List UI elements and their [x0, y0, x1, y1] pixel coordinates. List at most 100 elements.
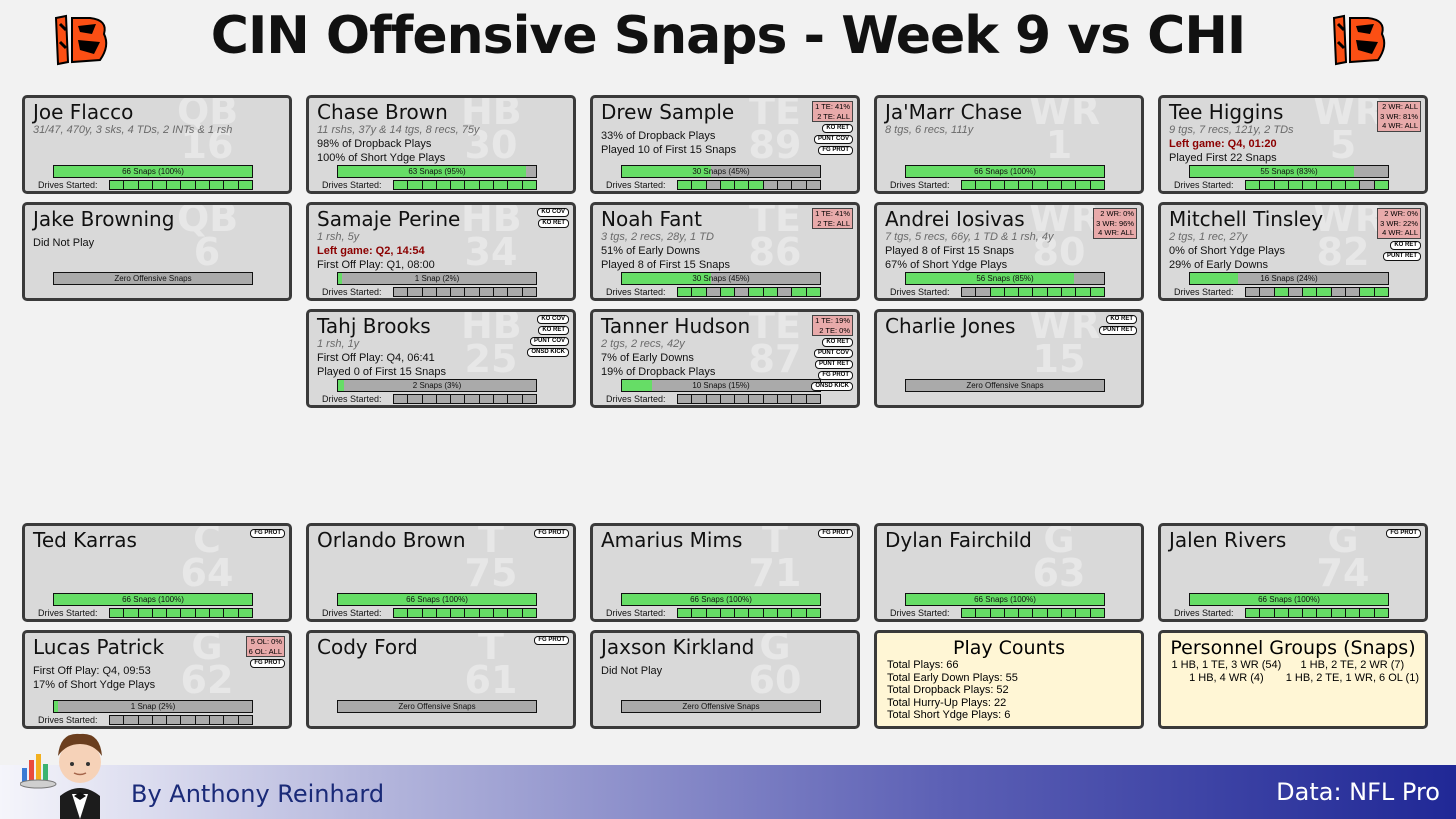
- snap-bar-fill: [1190, 594, 1388, 605]
- tags-column: 2 WR: 0% 3 WR: 96% 4 WR: ALL: [1093, 208, 1137, 239]
- position-label: WR: [1313, 95, 1385, 133]
- special-teams-chip: FG PROT: [534, 636, 569, 645]
- drive-segment: [479, 395, 495, 403]
- drive-segment: [195, 609, 211, 617]
- drive-segment: [806, 609, 820, 617]
- player-name: Joe Flacco: [33, 100, 134, 124]
- card-detail-line: 1 rsh, 5y: [317, 231, 360, 243]
- drives-started-strip: [677, 180, 821, 190]
- jersey-number: 89: [748, 123, 802, 167]
- player-card: T 61 Cody Ford Zero Offensive Snaps FG PROT: [306, 630, 576, 729]
- drive-segment: [408, 288, 423, 296]
- drive-segment: [778, 288, 793, 296]
- drive-segment: [1033, 609, 1048, 617]
- special-teams-chip: KO RET: [538, 219, 569, 228]
- drive-segment: [692, 181, 707, 189]
- drives-started-label: Drives Started:: [606, 287, 666, 297]
- drives-started-strip: [677, 608, 821, 618]
- drive-segment: [508, 609, 523, 617]
- player-card: WR 5 Tee Higgins 9 tgs, 7 recs, 121y, 2 TDs…: [1158, 95, 1428, 194]
- tags-column: 1 TE: 41% 2 TE: ALL: [812, 208, 853, 229]
- position-watermark: T 61: [461, 633, 521, 699]
- drive-segment: [976, 181, 991, 189]
- drive-segment: [720, 181, 736, 189]
- jersey-number: 74: [1316, 551, 1370, 595]
- drive-segment: [522, 288, 536, 296]
- drives-started-strip: [109, 608, 253, 618]
- position-watermark: WR 5: [1313, 95, 1385, 167]
- drive-segment: [1062, 609, 1077, 617]
- card-detail-line: 29% of Early Downs: [1169, 259, 1269, 271]
- special-teams-chip: FG PROT: [818, 146, 853, 155]
- drives-started-label: Drives Started:: [38, 608, 98, 618]
- drive-segment: [962, 288, 977, 296]
- special-teams-chip: PUNT RET: [1383, 251, 1421, 261]
- player-card: T 75 Orlando Brown 66 Snaps (100%) Drives St…: [306, 523, 576, 622]
- drive-segment: [778, 609, 793, 617]
- drive-segment: [962, 181, 977, 189]
- jersey-number: 63: [1032, 551, 1086, 595]
- tags-column: KO RET PUNT RET: [1099, 315, 1137, 335]
- card-detail-line: 9 tgs, 7 recs, 121y, 2 TDs: [1169, 124, 1294, 136]
- personnel-box: 1 TE: 41% 2 TE: ALL: [812, 101, 853, 122]
- drive-segment: [976, 609, 991, 617]
- player-card: G 63 Dylan Fairchild 66 Snaps (100%) Drives …: [874, 523, 1144, 622]
- drives-started-strip: [1245, 287, 1389, 297]
- drive-segment: [735, 288, 750, 296]
- drive-segment: [706, 288, 721, 296]
- tags-column: FG PROT: [250, 529, 285, 538]
- snap-bar: 1 Snap (2%): [337, 272, 537, 285]
- snap-bar: 16 Snaps (24%): [1189, 272, 1389, 285]
- personnel-line: 2 TE: ALL: [817, 218, 850, 228]
- snap-bar-fill: [338, 166, 527, 177]
- card-detail-line: 7 tgs, 5 recs, 66y, 1 TD & 1 rsh, 4y: [885, 231, 1054, 243]
- jersey-number: 86: [748, 230, 802, 274]
- drives-started-strip: [393, 608, 537, 618]
- snap-bar-fill: [1190, 166, 1355, 177]
- position-watermark: TE 86: [745, 205, 805, 274]
- page-title: CIN Offensive Snaps - Week 9 vs CHI: [210, 6, 1246, 66]
- special-teams-chip: KO RET: [1106, 315, 1137, 324]
- snap-bar-fill: [622, 380, 652, 391]
- card-detail-line: 8 tgs, 6 recs, 111y: [885, 124, 974, 136]
- snap-bar-fill: [622, 166, 712, 177]
- drive-segment: [451, 288, 466, 296]
- drive-segment: [706, 609, 721, 617]
- snap-bar-fill: [1190, 273, 1238, 284]
- drive-segment: [1047, 181, 1063, 189]
- personnel-line: 2 WR: 0%: [1100, 209, 1134, 218]
- drive-segment: [806, 288, 820, 296]
- snap-bar: Zero Offensive Snaps: [905, 379, 1105, 392]
- position-watermark: HB 34: [461, 205, 522, 271]
- drive-segment: [1076, 181, 1091, 189]
- snap-count-label: 30 Snaps (45%): [692, 274, 750, 283]
- position-watermark: QB 16: [177, 98, 238, 164]
- card-detail-line: 11 rshs, 37y & 14 tgs, 8 recs, 75y: [317, 124, 480, 136]
- card-detail-line: Played 0 of First 15 Snaps: [317, 366, 447, 378]
- drive-segment: [181, 716, 196, 724]
- special-teams-chip: ONSD KICK: [811, 382, 853, 391]
- jersey-number: 25: [464, 337, 518, 381]
- drive-segment: [1004, 609, 1020, 617]
- card-detail-line: 7% of Early Downs: [601, 352, 694, 364]
- drive-segment: [394, 181, 409, 189]
- drive-segment: [451, 181, 466, 189]
- drive-segment: [1317, 609, 1332, 617]
- drive-segment: [210, 181, 225, 189]
- jersey-number: 5: [1329, 123, 1357, 167]
- player-card: WR 80 Andrei Iosivas 7 tgs, 5 recs, 66y, 1 …: [874, 202, 1144, 301]
- drive-segment: [735, 609, 750, 617]
- card-detail-line: 67% of Short Ydge Plays: [885, 259, 1008, 271]
- snap-count-label: 2 Snaps (3%): [412, 381, 462, 390]
- special-teams-chip: FG PROT: [250, 659, 285, 668]
- player-name: Tahj Brooks: [317, 314, 431, 338]
- position-watermark: TE 89: [745, 98, 805, 167]
- drive-segment: [238, 609, 252, 617]
- snap-count-label: 16 Snaps (24%): [1260, 274, 1318, 283]
- snap-bar: 2 Snaps (3%): [337, 379, 537, 392]
- drive-segment: [763, 395, 779, 403]
- drive-segment: [792, 609, 807, 617]
- drive-segment: [990, 288, 1005, 296]
- drives-started-label: Drives Started:: [322, 180, 382, 190]
- drive-segment: [735, 395, 750, 403]
